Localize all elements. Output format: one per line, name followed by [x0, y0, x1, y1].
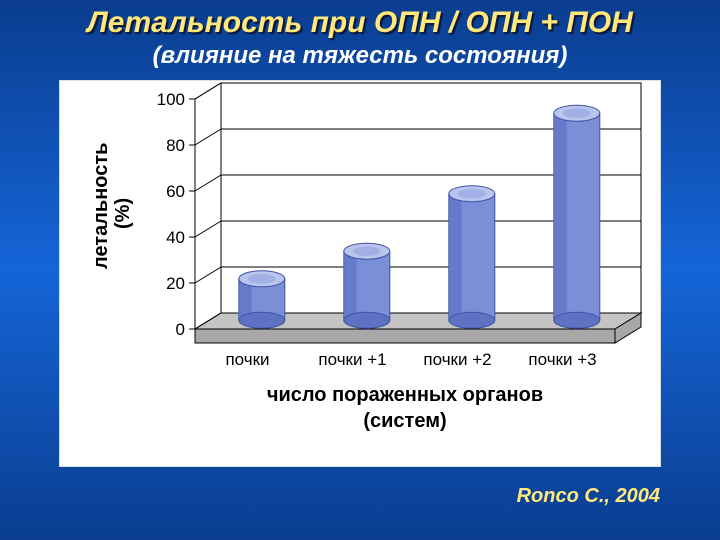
svg-text:число пораженных органов: число пораженных органов	[267, 384, 543, 406]
svg-text:(систем): (систем)	[363, 410, 446, 432]
svg-text:80: 80	[166, 136, 185, 155]
svg-text:почки +2: почки +2	[423, 350, 491, 369]
svg-text:60: 60	[166, 182, 185, 201]
svg-text:100: 100	[157, 90, 185, 109]
page-subtitle: (влияние на тяжесть состояния)	[0, 42, 720, 70]
svg-text:20: 20	[166, 274, 185, 293]
mortality-chart: 0 20 40 60 80 100 почки почки +1 почки +2 почки +…	[59, 80, 661, 467]
svg-text:почки +3: почки +3	[528, 350, 596, 369]
citation: Ronco C., 2004	[0, 467, 720, 508]
svg-text:(%): (%)	[112, 198, 134, 229]
svg-text:почки: почки	[225, 350, 269, 369]
page-title: Летальность при ОПН / ОПН + ПОН	[0, 0, 720, 40]
svg-text:40: 40	[166, 228, 185, 247]
svg-text:летальность: летальность	[90, 143, 112, 269]
svg-text:0: 0	[176, 320, 185, 339]
svg-text:почки +1: почки +1	[318, 350, 386, 369]
